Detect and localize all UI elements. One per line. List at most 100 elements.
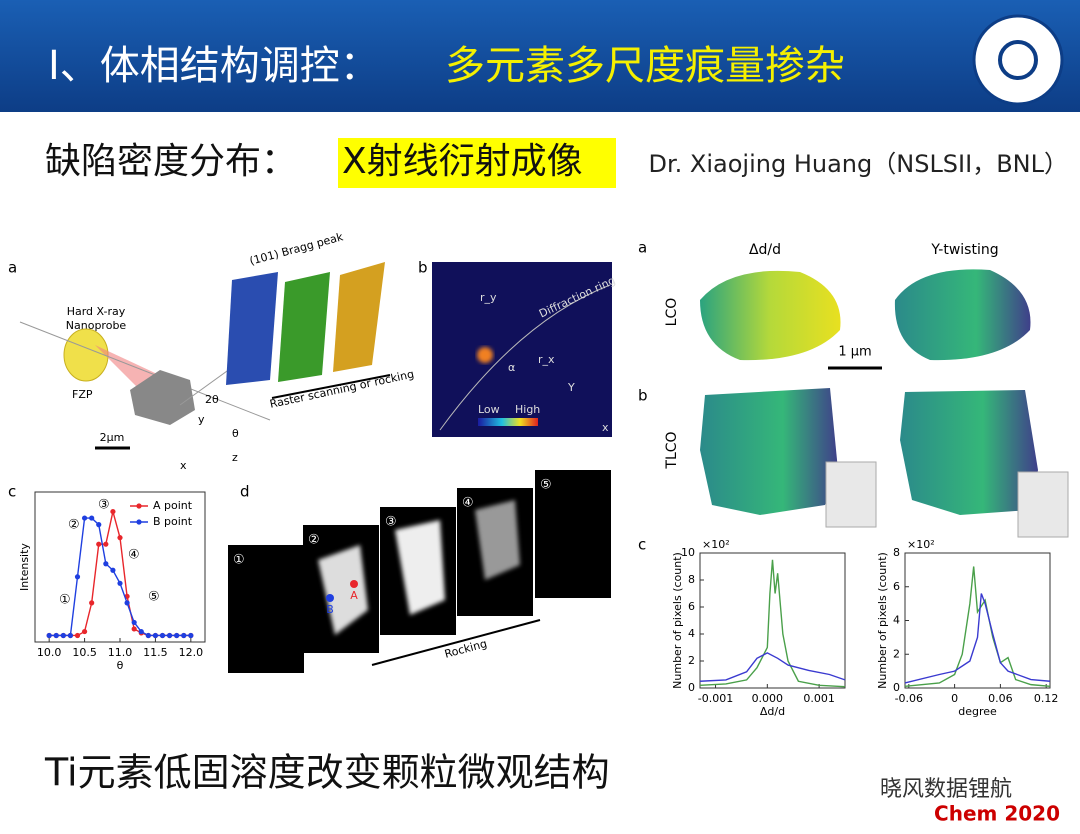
label: θ xyxy=(232,427,239,440)
point xyxy=(138,628,144,635)
point xyxy=(131,626,137,632)
x-tick-label: 11.5 xyxy=(143,646,168,659)
x-tick-label: 10.5 xyxy=(72,646,97,659)
point xyxy=(89,515,95,521)
peak xyxy=(477,347,493,363)
logo xyxy=(972,14,1064,106)
beam-line xyxy=(19,321,271,421)
label: A xyxy=(350,589,358,602)
watermark: 晓风数据锂航 xyxy=(880,777,1012,802)
banner xyxy=(0,0,1080,112)
diffraction-image xyxy=(432,262,612,437)
label: Nanoprobe xyxy=(66,319,127,332)
label: B xyxy=(326,603,334,616)
y-tick-label: 6 xyxy=(893,580,900,593)
step: ② xyxy=(68,518,80,533)
grain xyxy=(318,545,368,635)
figure-d: d ① ② ③ ④ ⑤ B A Rocking xyxy=(228,470,611,673)
point xyxy=(159,632,166,639)
point xyxy=(60,632,66,639)
grain xyxy=(475,500,520,580)
point xyxy=(103,541,109,547)
panel-label: c xyxy=(638,536,646,554)
highlight-bg xyxy=(338,138,616,188)
point xyxy=(166,632,173,639)
journal: Chem 2020 xyxy=(934,802,1060,826)
legend-label: B point xyxy=(153,515,193,528)
y-tick-label: 4 xyxy=(688,627,695,640)
map xyxy=(700,388,838,515)
panel-label: a xyxy=(8,259,17,277)
series-line xyxy=(904,566,1051,688)
detector xyxy=(278,272,330,382)
plot-frame xyxy=(904,552,1051,689)
label: 2μm xyxy=(100,431,125,444)
label: 2θ xyxy=(205,393,219,406)
frame xyxy=(228,545,304,673)
x-tick-label: 0 xyxy=(951,692,958,705)
panel-label: c xyxy=(8,483,16,501)
x-axis-label: degree xyxy=(958,705,997,718)
step: ④ xyxy=(462,496,474,511)
y-tick-label: 8 xyxy=(688,573,695,586)
step: ③ xyxy=(98,498,110,513)
label: Hard X-ray xyxy=(67,305,126,318)
point xyxy=(110,567,116,573)
detector xyxy=(226,272,278,385)
series-line xyxy=(699,652,846,682)
x-tick-label: 0.001 xyxy=(803,692,835,705)
detector xyxy=(333,262,385,372)
x-axis-label: θ xyxy=(117,659,124,672)
panel-label: b xyxy=(638,387,648,405)
x-axis-label: Δd/d xyxy=(760,705,785,718)
figure-right: a b c Δd/d Y-twisting LCO TLCO 1 μm xyxy=(638,239,1069,554)
label: (101) Bragg peak xyxy=(248,230,345,268)
y-axis-label: Number of pixels (count) xyxy=(876,552,889,689)
y-axis-label: Number of pixels (count) xyxy=(671,552,684,689)
point xyxy=(181,632,187,639)
y-axis-label: Intensity xyxy=(18,543,31,591)
figure-b: b Diffraction ring r_y r_x α Low High Y … xyxy=(418,259,617,437)
x-tick-label: 0.12 xyxy=(1034,692,1059,705)
step: ② xyxy=(308,533,320,548)
map xyxy=(700,270,841,361)
series-line xyxy=(699,559,846,688)
point xyxy=(96,522,102,528)
point xyxy=(131,619,137,626)
plot-frame xyxy=(699,552,846,689)
point xyxy=(124,600,130,606)
point xyxy=(81,515,88,521)
histogram-1: -0.001 0.000 0.001 0 2 4 6 8 10 Δd/d Number of pix… xyxy=(671,538,846,718)
x-tick-label: 12.0 xyxy=(179,646,204,659)
y-tick-label: 6 xyxy=(688,600,695,613)
y-tick-label: 2 xyxy=(893,647,900,660)
map xyxy=(894,269,1031,361)
frame xyxy=(535,470,611,598)
series-line xyxy=(904,593,1051,684)
point xyxy=(46,632,52,639)
point-b xyxy=(326,594,334,602)
label: α xyxy=(508,361,515,374)
footer-text: Ti元素低固溶度改变颗粒微观结构 xyxy=(44,751,610,795)
y-tick-label: 10 xyxy=(681,546,695,559)
label: r_y xyxy=(480,291,497,304)
multiplier: ×10² xyxy=(702,538,730,551)
crystal-model xyxy=(1017,471,1069,538)
label: x xyxy=(180,459,187,472)
row-label: LCO xyxy=(664,298,680,327)
panel-label: a xyxy=(638,239,647,257)
x-tick-label: -0.001 xyxy=(698,692,733,705)
label: FZP xyxy=(72,388,93,401)
step: ③ xyxy=(385,515,397,530)
figure-c: c ① ② ③ ④ ⑤ 10.0 10.5 11.0 11.5 12.0 θ Intensi… xyxy=(8,483,206,672)
point xyxy=(174,632,180,639)
crystal-model xyxy=(825,461,877,528)
x-tick-label: 10.0 xyxy=(37,646,62,659)
point xyxy=(74,574,81,580)
multiplier: ×10² xyxy=(907,538,935,551)
fzp xyxy=(63,328,109,382)
point xyxy=(103,561,109,567)
credit: Dr. Xiaojing Huang（NSLSII，BNL） xyxy=(649,150,1068,178)
figure-a: a Hard X-ray Nanoprobe FZP 2θ 2μm y θ z … xyxy=(8,230,415,472)
